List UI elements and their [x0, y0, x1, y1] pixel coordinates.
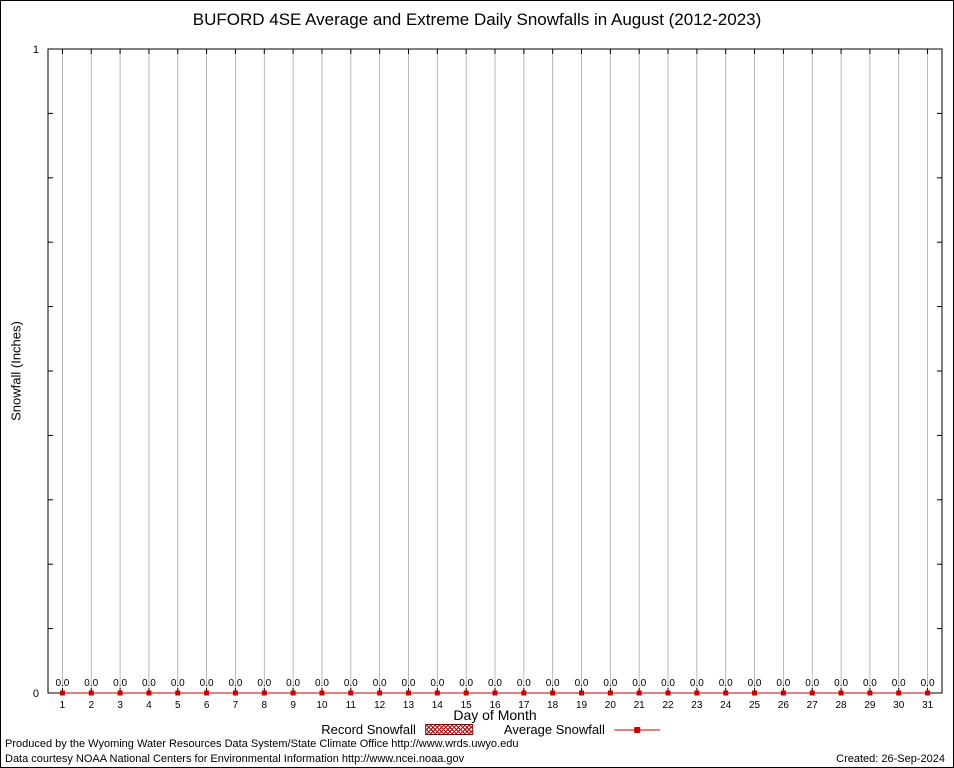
svg-text:0.0: 0.0	[402, 678, 416, 689]
svg-text:12: 12	[374, 700, 386, 711]
svg-text:0.0: 0.0	[228, 678, 242, 689]
svg-text:2: 2	[88, 700, 94, 711]
svg-text:0.0: 0.0	[575, 678, 589, 689]
svg-text:13: 13	[403, 700, 415, 711]
svg-text:25: 25	[749, 700, 761, 711]
legend-average-snowfall-label: Average Snowfall	[503, 722, 605, 737]
svg-text:23: 23	[691, 700, 703, 711]
svg-text:28: 28	[836, 700, 848, 711]
svg-text:0.0: 0.0	[171, 678, 185, 689]
svg-text:0.0: 0.0	[892, 678, 906, 689]
svg-text:0.0: 0.0	[84, 678, 98, 689]
svg-text:0.0: 0.0	[690, 678, 704, 689]
svg-text:3: 3	[117, 700, 123, 711]
svg-text:15: 15	[461, 700, 473, 711]
svg-text:0.0: 0.0	[200, 678, 214, 689]
svg-text:0.0: 0.0	[430, 678, 444, 689]
svg-text:21: 21	[634, 700, 646, 711]
average-snowfall-line-swatch-icon	[613, 725, 660, 735]
svg-text:11: 11	[346, 700, 357, 711]
created-date: Created: 26-Sep-2024	[836, 753, 945, 765]
record-snowfall-hatch-swatch-icon	[424, 724, 473, 735]
svg-text:20: 20	[605, 700, 617, 711]
svg-text:27: 27	[807, 700, 819, 711]
svg-text:19: 19	[576, 700, 588, 711]
svg-text:5: 5	[175, 700, 181, 711]
svg-text:0.0: 0.0	[661, 678, 675, 689]
svg-text:0.0: 0.0	[488, 678, 502, 689]
svg-text:0.0: 0.0	[459, 678, 473, 689]
svg-text:0.0: 0.0	[55, 678, 69, 689]
svg-text:0.0: 0.0	[315, 678, 329, 689]
chart-title: BUFORD 4SE Average and Extreme Daily Sno…	[192, 10, 762, 29]
plot-area: 100.0 0.0 0.0 0.0 0.0 0.0 0.0 0.0 0.0 0.0 0.0 0.0 0.…	[33, 44, 943, 711]
svg-text:0.0: 0.0	[805, 678, 819, 689]
svg-text:0.0: 0.0	[546, 678, 560, 689]
svg-text:8: 8	[262, 700, 268, 711]
svg-text:17: 17	[518, 700, 530, 711]
svg-text:7: 7	[233, 700, 239, 711]
svg-text:0.0: 0.0	[286, 678, 300, 689]
svg-text:16: 16	[489, 700, 501, 711]
svg-text:0.0: 0.0	[632, 678, 646, 689]
svg-text:0.0: 0.0	[113, 678, 127, 689]
svg-text:0.0: 0.0	[776, 678, 790, 689]
svg-text:0.0: 0.0	[603, 678, 617, 689]
x-axis-label: Day of Month	[453, 707, 537, 723]
svg-text:31: 31	[922, 700, 934, 711]
svg-text:30: 30	[893, 700, 905, 711]
svg-text:4: 4	[146, 700, 152, 711]
svg-text:0.0: 0.0	[921, 678, 935, 689]
svg-text:0.0: 0.0	[257, 678, 271, 689]
svg-text:22: 22	[662, 700, 674, 711]
svg-text:0.0: 0.0	[517, 678, 531, 689]
svg-text:10: 10	[316, 700, 328, 711]
svg-text:0.0: 0.0	[863, 678, 877, 689]
svg-text:1: 1	[33, 44, 39, 56]
svg-text:0.0: 0.0	[748, 678, 762, 689]
svg-text:0.0: 0.0	[142, 678, 156, 689]
svg-text:1: 1	[60, 700, 66, 711]
legend-record-snowfall-label: Record Snowfall	[321, 722, 416, 737]
svg-text:26: 26	[778, 700, 790, 711]
svg-text:0.0: 0.0	[834, 678, 848, 689]
svg-text:9: 9	[290, 700, 296, 711]
svg-text:29: 29	[864, 700, 876, 711]
svg-text:6: 6	[204, 700, 210, 711]
svg-text:18: 18	[547, 700, 559, 711]
svg-text:24: 24	[720, 700, 732, 711]
svg-text:0: 0	[33, 688, 39, 700]
svg-text:0.0: 0.0	[344, 678, 358, 689]
svg-text:14: 14	[432, 700, 444, 711]
footer-data-courtesy: Data courtesy NOAA National Centers for …	[5, 753, 465, 765]
svg-text:0.0: 0.0	[719, 678, 733, 689]
legend: Record Snowfall Average Snowfall	[321, 722, 660, 737]
footer-produced-by: Produced by the Wyoming Water Resources …	[5, 738, 519, 750]
svg-text:0.0: 0.0	[373, 678, 387, 689]
